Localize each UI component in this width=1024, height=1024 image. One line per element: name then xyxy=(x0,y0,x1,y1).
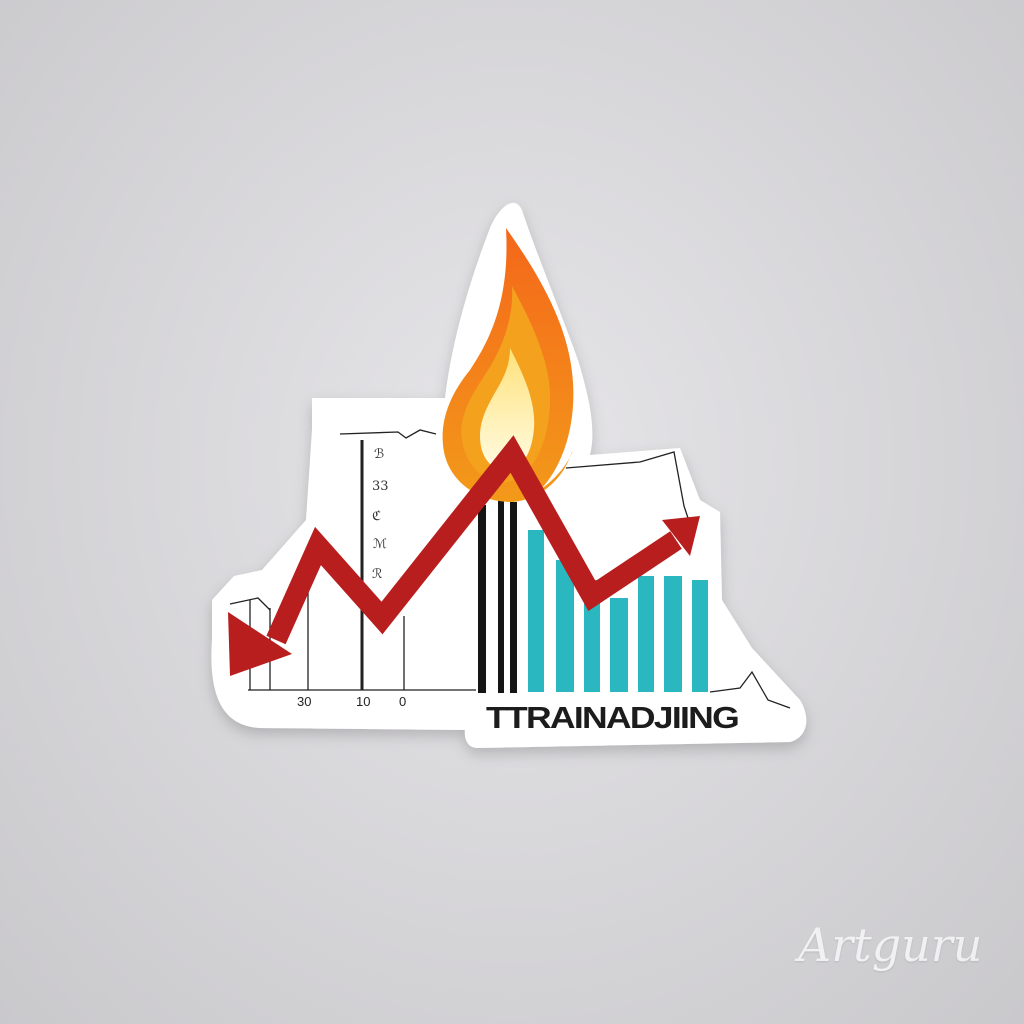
side-glyph: ℬ xyxy=(374,447,384,462)
axis-ticks: 30 10 0 xyxy=(297,694,406,709)
teal-bar xyxy=(638,576,654,692)
black-bar xyxy=(510,502,517,693)
trend-arrow-icon xyxy=(228,435,700,676)
black-bars xyxy=(478,500,517,693)
teal-bar xyxy=(610,598,628,692)
side-glyph: ℭ xyxy=(372,509,381,524)
teal-bar xyxy=(528,530,544,692)
side-glyph: ℳ xyxy=(373,537,387,552)
teal-bar xyxy=(664,576,682,692)
artguru-watermark: Artguru xyxy=(798,918,983,972)
side-glyph: ℛ xyxy=(372,567,382,582)
axis-tick: 10 xyxy=(356,694,370,709)
axis-tick: 0 xyxy=(399,694,406,709)
brand-text: TTRAINADJIING xyxy=(486,700,738,735)
flame-icon xyxy=(442,228,574,502)
side-glyph: 33 xyxy=(372,479,389,494)
side-glyphs: ℬ 33 ℭ ℳ ℛ xyxy=(372,447,389,582)
teal-bars xyxy=(528,530,708,692)
teal-bar xyxy=(556,560,574,692)
axis-tick: 30 xyxy=(297,694,311,709)
black-bar xyxy=(498,500,504,693)
black-bar xyxy=(478,505,486,693)
teal-bar xyxy=(692,580,708,692)
